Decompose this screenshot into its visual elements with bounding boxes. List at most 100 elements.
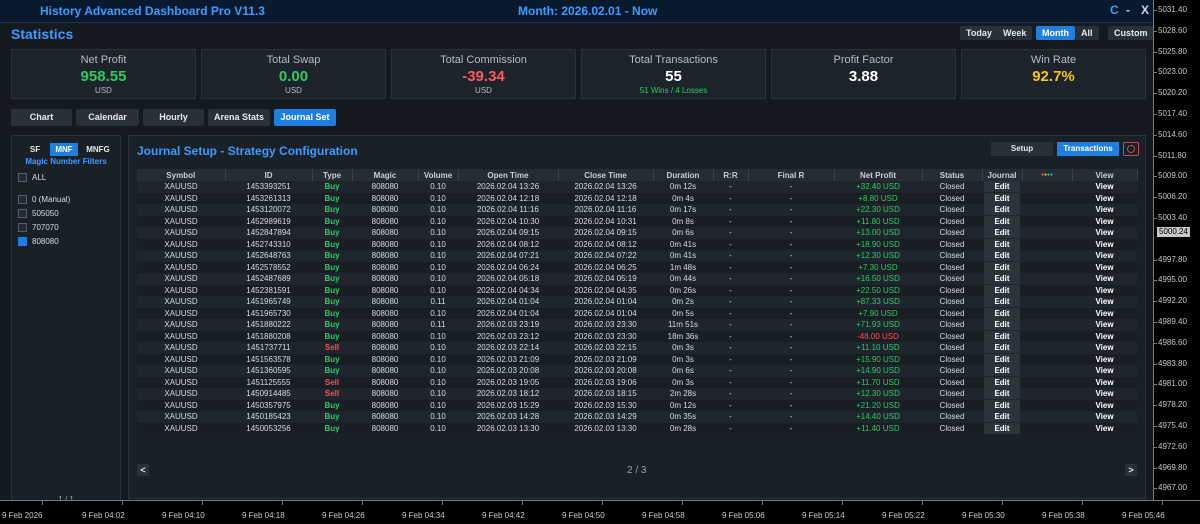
edit-journal-button[interactable]: Edit	[982, 353, 1022, 366]
view-button[interactable]: View	[1095, 285, 1114, 295]
table-row[interactable]: XAUUSD 1451125555 Sell 808080 0.10 2026.02.03…	[137, 376, 1137, 389]
tab-arena-stats[interactable]: Arena Stats	[208, 109, 270, 126]
table-row[interactable]: XAUUSD 1451965730 Buy 808080 0.10 2026.02.04 …	[137, 307, 1137, 320]
table-row[interactable]: XAUUSD 1452743310 Buy 808080 0.10 2026.02.04 …	[137, 238, 1137, 251]
range-all-button[interactable]: All	[1075, 26, 1099, 40]
view-button[interactable]: View	[1095, 354, 1114, 364]
tab-hourly[interactable]: Hourly	[143, 109, 204, 126]
view-button[interactable]: View	[1095, 228, 1114, 238]
table-row[interactable]: XAUUSD 1452381591 Buy 808080 0.10 2026.02.04 …	[137, 284, 1137, 297]
magic-filter-checkbox[interactable]: 505050	[18, 209, 59, 219]
camera-icon[interactable]	[1123, 142, 1139, 156]
table-cell: 2026.02.04 11:16	[574, 205, 637, 215]
view-button[interactable]: View	[1095, 377, 1114, 387]
c-button[interactable]: C	[1110, 3, 1119, 17]
table-row[interactable]: XAUUSD 1451880208 Buy 808080 0.10 2026.02.03 …	[137, 330, 1137, 343]
range-month-button[interactable]: Month	[1036, 26, 1075, 40]
view-button[interactable]: View	[1095, 193, 1114, 203]
minimize-button[interactable]: -	[1126, 3, 1130, 17]
prev-page-button[interactable]: <	[137, 464, 149, 476]
edit-journal-button[interactable]: Edit	[982, 204, 1022, 216]
view-button[interactable]: View	[1095, 343, 1114, 353]
view-button[interactable]: View	[1095, 320, 1114, 330]
range-today-button[interactable]: Today	[960, 26, 998, 40]
view-button[interactable]: View	[1095, 251, 1114, 261]
table-row[interactable]: XAUUSD 1452578552 Buy 808080 0.10 2026.02.04 …	[137, 261, 1137, 274]
edit-journal-button[interactable]: Edit	[982, 192, 1022, 205]
table-row[interactable]: XAUUSD 1452847894 Buy 808080 0.10 2026.02.04 …	[137, 227, 1137, 239]
edit-journal-button[interactable]: Edit	[982, 181, 1022, 193]
view-button[interactable]: View	[1095, 412, 1114, 422]
edit-journal-button[interactable]: Edit	[982, 399, 1022, 412]
magic-filter-checkbox[interactable]: 808080	[18, 237, 59, 247]
edit-journal-button[interactable]: Edit	[982, 227, 1022, 239]
filter-sf-button[interactable]: SF	[29, 145, 41, 154]
view-button[interactable]: View	[1095, 216, 1114, 226]
edit-journal-button[interactable]: Edit	[982, 261, 1022, 274]
view-button[interactable]: View	[1095, 297, 1114, 307]
table-row[interactable]: XAUUSD 1451737711 Sell 808080 0.10 2026.02.03…	[137, 342, 1137, 354]
table-cell: -	[789, 389, 793, 399]
table-row[interactable]: XAUUSD 1451360595 Buy 808080 0.10 2026.02.03 …	[137, 365, 1137, 377]
table-cell: 2026.02.04 07:22	[574, 251, 637, 261]
setup-button[interactable]: Setup	[991, 142, 1053, 156]
magic-filter-checkbox[interactable]: 0 (Manual)	[18, 195, 70, 205]
range-custom-button[interactable]: Custom	[1108, 26, 1154, 40]
edit-journal-button[interactable]: Edit	[982, 330, 1022, 343]
edit-journal-button[interactable]: Edit	[982, 422, 1022, 435]
view-button[interactable]: View	[1095, 389, 1114, 399]
edit-journal-button[interactable]: Edit	[982, 388, 1022, 400]
magic-all-checkbox[interactable]: ALL	[18, 173, 46, 183]
table-row[interactable]: XAUUSD 1451563578 Buy 808080 0.10 2026.02.03 …	[137, 353, 1137, 366]
view-button[interactable]: View	[1095, 308, 1114, 318]
edit-journal-button[interactable]: Edit	[982, 215, 1022, 228]
view-button[interactable]: View	[1095, 366, 1114, 376]
transactions-button[interactable]: Transactions	[1057, 142, 1119, 156]
time-tick	[1162, 501, 1163, 505]
edit-journal-button[interactable]: Edit	[982, 376, 1022, 389]
table-row[interactable]: XAUUSD 1451880222 Buy 808080 0.11 2026.02.03 …	[137, 319, 1137, 331]
table-row[interactable]: XAUUSD 1453120072 Buy 808080 0.10 2026.02.04 …	[137, 204, 1137, 216]
view-button[interactable]: View	[1095, 274, 1114, 284]
view-button[interactable]: View	[1095, 400, 1114, 410]
table-row[interactable]: XAUUSD 1450185423 Buy 808080 0.10 2026.02.03 …	[137, 411, 1137, 423]
table-row[interactable]: XAUUSD 1452989619 Buy 808080 0.10 2026.02.04 …	[137, 215, 1137, 228]
view-button[interactable]: View	[1095, 331, 1114, 341]
filter-mnfg-button[interactable]: MNFG	[86, 145, 110, 154]
table-row[interactable]: XAUUSD 1450914485 Sell 808080 0.10 2026.02.03…	[137, 388, 1137, 400]
table-row[interactable]: XAUUSD 1450053256 Buy 808080 0.10 2026.02.03 …	[137, 422, 1137, 435]
profit-factor-card: Profit Factor 3.88	[771, 49, 956, 99]
view-button[interactable]: View	[1095, 182, 1114, 192]
edit-journal-button[interactable]: Edit	[982, 284, 1022, 297]
edit-journal-button[interactable]: Edit	[982, 342, 1022, 354]
view-button[interactable]: View	[1095, 423, 1114, 433]
total-transactions-card: Total Transactions 55 51 Wins / 4 Losses	[581, 49, 766, 99]
edit-journal-button[interactable]: Edit	[982, 307, 1022, 320]
edit-journal-button[interactable]: Edit	[982, 273, 1022, 285]
filter-mnf-button[interactable]: MNF	[50, 143, 78, 156]
table-cell: 0.10	[430, 343, 446, 353]
edit-journal-button[interactable]: Edit	[982, 319, 1022, 331]
table-row[interactable]: XAUUSD 1452648763 Buy 808080 0.10 2026.02.04 …	[137, 250, 1137, 262]
range-week-button[interactable]: Week	[997, 26, 1033, 40]
edit-journal-button[interactable]: Edit	[982, 411, 1022, 423]
table-row[interactable]: XAUUSD 1451965749 Buy 808080 0.11 2026.02.04 …	[137, 296, 1137, 308]
tab-calendar[interactable]: Calendar	[76, 109, 139, 126]
view-button[interactable]: View	[1095, 262, 1114, 272]
table-row[interactable]: XAUUSD 1452487689 Buy 808080 0.10 2026.02.04 …	[137, 273, 1137, 285]
view-button[interactable]: View	[1095, 239, 1114, 249]
edit-journal-button[interactable]: Edit	[982, 250, 1022, 262]
next-page-button[interactable]: >	[1125, 464, 1137, 476]
close-button[interactable]: X	[1141, 3, 1150, 17]
table-row[interactable]: XAUUSD 1450357975 Buy 808080 0.10 2026.02.03 …	[137, 399, 1137, 412]
tab-journal-set[interactable]: Journal Set	[274, 109, 336, 126]
view-button[interactable]: View	[1095, 205, 1114, 215]
tab-chart[interactable]: Chart	[11, 109, 72, 126]
table-row[interactable]: XAUUSD 1453393251 Buy 808080 0.10 2026.02.04 …	[137, 181, 1137, 193]
edit-journal-button[interactable]: Edit	[982, 365, 1022, 377]
magic-filter-checkbox[interactable]: 707070	[18, 223, 59, 233]
edit-journal-button[interactable]: Edit	[982, 238, 1022, 251]
price-tick	[1154, 93, 1157, 95]
edit-journal-button[interactable]: Edit	[982, 296, 1022, 308]
table-row[interactable]: XAUUSD 1453261313 Buy 808080 0.10 2026.02.04 …	[137, 192, 1137, 205]
